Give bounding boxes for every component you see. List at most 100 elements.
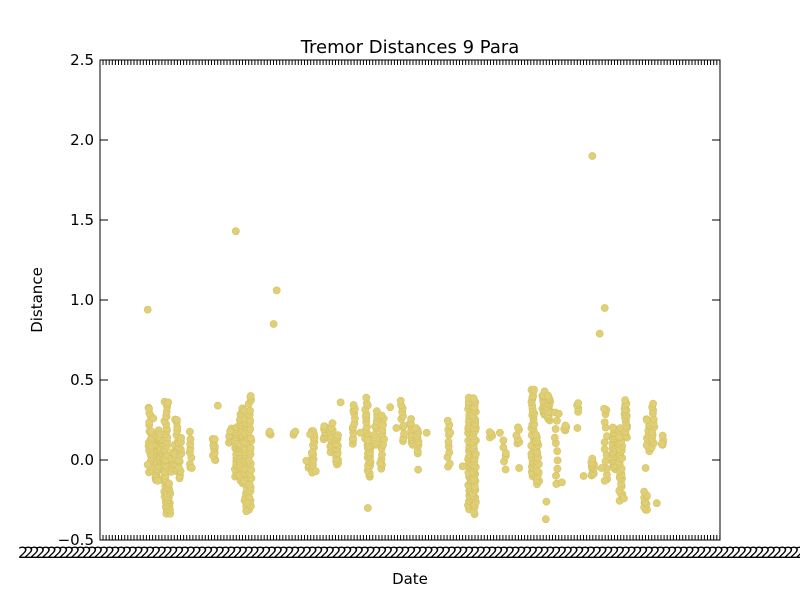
x-tick-label-glyph: 2: [691, 543, 701, 562]
x-tick-label-glyph: 2: [702, 543, 712, 562]
data-point: [149, 414, 158, 423]
data-point: [641, 464, 650, 472]
y-tick-label: 1.5: [70, 211, 94, 229]
data-point: [558, 478, 566, 487]
data-point: [554, 409, 563, 418]
data-point: [363, 504, 372, 512]
x-tick-label-glyph: 2: [105, 543, 115, 562]
data-point: [552, 471, 560, 480]
x-tick-label-glyph: 2: [760, 543, 770, 562]
x-tick-label-glyph: 2: [540, 543, 550, 562]
x-tick-label-glyph: 2: [140, 543, 150, 562]
data-point: [485, 428, 494, 437]
data-point: [164, 398, 173, 407]
chart-title: Tremor Distances 9 Para: [300, 37, 520, 58]
x-tick-label-glyph: 2: [366, 543, 376, 562]
data-point: [551, 425, 560, 433]
x-tick-label-glyph: 2: [401, 543, 411, 562]
x-tick-label-glyph: 2: [633, 543, 643, 562]
data-point: [320, 422, 329, 431]
data-point: [579, 472, 588, 480]
x-tick-label-glyph: 2: [743, 543, 753, 562]
x-tick-label-glyph: 2: [430, 543, 440, 562]
data-point: [495, 428, 504, 437]
x-tick-label-glyph: 2: [650, 543, 660, 562]
x-tick-label-glyph: 2: [128, 543, 138, 562]
x-tick-label-glyph: 2: [592, 543, 602, 562]
x-tick-label-glyph: 2: [221, 543, 231, 562]
x-tick-label-glyph: 2: [470, 543, 480, 562]
x-tick-label-glyph: 2: [331, 543, 341, 562]
x-tick-label-glyph: 2: [163, 543, 173, 562]
data-point: [243, 499, 252, 508]
y-tick-label: 2.5: [70, 51, 94, 69]
x-tick-label-glyph: 2: [586, 543, 596, 562]
data-point: [621, 396, 629, 404]
x-tick-label-glyph: 2: [24, 543, 34, 562]
data-point: [372, 407, 381, 416]
x-tick-label-glyph: 2: [575, 543, 585, 562]
x-tick-label-glyph: 2: [111, 543, 121, 562]
data-point: [210, 435, 219, 444]
x-tick-label-glyph: 2: [621, 543, 631, 562]
data-point: [553, 447, 562, 455]
x-tick-label-glyph: 2: [726, 543, 736, 562]
data-point: [553, 456, 562, 465]
x-tick-label-glyph: 2: [175, 543, 185, 562]
x-tick-label-glyph: 2: [64, 543, 74, 562]
x-tick-label-glyph: 2: [714, 543, 724, 562]
y-tick-label: 0.0: [70, 451, 94, 469]
data-points: [143, 152, 668, 524]
data-point: [291, 427, 300, 436]
data-point: [640, 487, 648, 496]
data-point: [349, 401, 358, 409]
data-point: [553, 464, 562, 473]
x-tick-label-glyph: 2: [563, 543, 573, 562]
x-tick-label-glyph: 2: [795, 543, 800, 562]
x-tick-label-glyph: 2: [604, 543, 614, 562]
x-tick-label-glyph: 2: [505, 543, 515, 562]
data-point: [499, 443, 508, 452]
x-tick-label-glyph: 2: [557, 543, 567, 562]
x-tick-label-glyph: 2: [250, 543, 260, 562]
x-tick-label-glyph: 2: [610, 543, 620, 562]
data-point: [657, 440, 666, 448]
x-tick-label-glyph: 2: [679, 543, 689, 562]
x-tick-label-glyph: 2: [494, 543, 504, 562]
x-tick-label-glyph: 2: [441, 543, 451, 562]
x-tick-label-glyph: 2: [436, 543, 446, 562]
data-point: [444, 437, 453, 446]
x-tick-label-glyph: 2: [755, 543, 765, 562]
x-tick-label-glyph: 2: [53, 543, 63, 562]
x-tick-label-glyph: 2: [349, 543, 359, 562]
x-tick-label-glyph: 2: [488, 543, 498, 562]
x-tick-label-glyph: 2: [308, 543, 318, 562]
data-point: [574, 399, 583, 408]
x-tick-label-glyph: 2: [238, 543, 248, 562]
data-point: [242, 507, 251, 516]
x-tick-label-glyph: 2: [279, 543, 289, 562]
x-tick-label-glyph: 2: [407, 543, 417, 562]
x-tick-label-glyph: 2: [198, 543, 208, 562]
data-point: [499, 436, 508, 445]
x-axis-label: Date: [392, 570, 428, 588]
data-point: [443, 416, 452, 425]
data-point: [269, 320, 278, 328]
y-axis-label: Distance: [28, 267, 46, 333]
x-tick-label-glyph: 2: [18, 543, 28, 562]
data-point: [370, 430, 379, 439]
x-tick-label-glyph: 2: [639, 543, 649, 562]
x-tick-label-glyph: 2: [244, 543, 254, 562]
data-point: [658, 431, 667, 440]
x-tick-label-glyph: 2: [378, 543, 388, 562]
data-point: [356, 428, 365, 437]
x-tick-label-glyph: 2: [302, 543, 312, 562]
x-tick-label-glyph: 2: [749, 543, 759, 562]
x-tick-label-glyph: 2: [731, 543, 741, 562]
y-tick-label: 2.0: [70, 131, 94, 149]
data-point: [165, 479, 174, 488]
data-point: [386, 403, 395, 412]
x-tick-label-glyph: 2: [192, 543, 202, 562]
data-point: [600, 304, 609, 312]
x-tick-label-glyph: 2: [204, 543, 214, 562]
